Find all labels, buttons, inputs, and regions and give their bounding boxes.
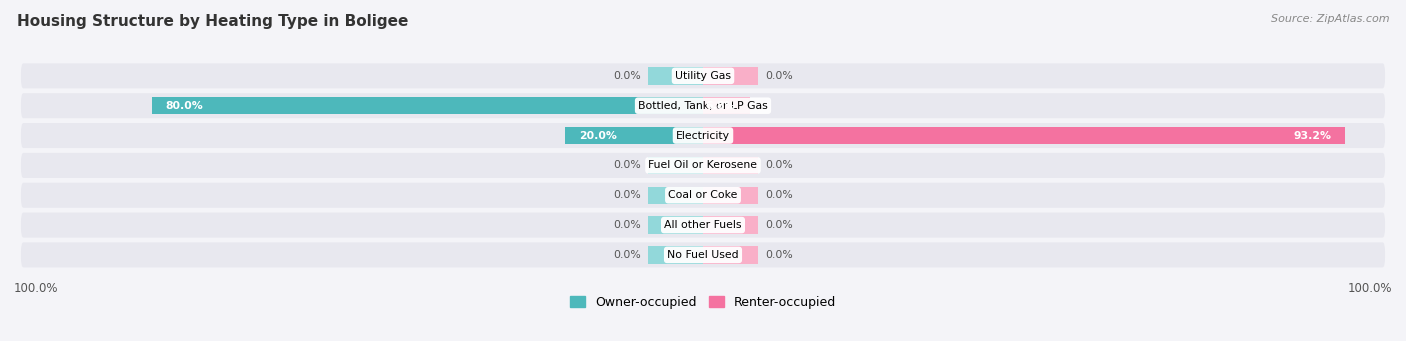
Bar	[703, 157, 758, 174]
Text: Source: ZipAtlas.com: Source: ZipAtlas.com	[1271, 14, 1389, 24]
Bar	[703, 217, 758, 234]
Bar	[703, 246, 758, 264]
Text: 0.0%: 0.0%	[765, 250, 793, 260]
FancyBboxPatch shape	[21, 242, 1385, 267]
Text: 80.0%: 80.0%	[166, 101, 204, 111]
Text: 0.0%: 0.0%	[765, 71, 793, 81]
Text: All other Fuels: All other Fuels	[664, 220, 742, 230]
Bar	[565, 127, 703, 144]
Text: 100.0%: 100.0%	[14, 282, 59, 295]
Text: Fuel Oil or Kerosene: Fuel Oil or Kerosene	[648, 160, 758, 170]
FancyBboxPatch shape	[21, 93, 1385, 118]
Text: Bottled, Tank, or LP Gas: Bottled, Tank, or LP Gas	[638, 101, 768, 111]
Text: 0.0%: 0.0%	[765, 160, 793, 170]
Text: Coal or Coke: Coal or Coke	[668, 190, 738, 200]
Text: 20.0%: 20.0%	[579, 131, 617, 140]
Text: No Fuel Used: No Fuel Used	[668, 250, 738, 260]
Text: 0.0%: 0.0%	[613, 71, 641, 81]
Bar	[703, 127, 1346, 144]
Legend: Owner-occupied, Renter-occupied: Owner-occupied, Renter-occupied	[565, 291, 841, 314]
FancyBboxPatch shape	[21, 63, 1385, 88]
Text: 0.0%: 0.0%	[765, 190, 793, 200]
Bar	[703, 97, 749, 114]
FancyBboxPatch shape	[21, 183, 1385, 208]
Text: 93.2%: 93.2%	[1294, 131, 1331, 140]
Bar	[703, 67, 758, 85]
Bar	[648, 67, 703, 85]
Text: 0.0%: 0.0%	[613, 250, 641, 260]
Text: 0.0%: 0.0%	[613, 160, 641, 170]
Bar	[648, 246, 703, 264]
Text: 0.0%: 0.0%	[765, 220, 793, 230]
FancyBboxPatch shape	[21, 212, 1385, 238]
Bar	[703, 187, 758, 204]
Bar	[648, 217, 703, 234]
Text: Utility Gas: Utility Gas	[675, 71, 731, 81]
Bar	[152, 97, 703, 114]
Bar	[648, 157, 703, 174]
Text: 0.0%: 0.0%	[613, 190, 641, 200]
Text: 0.0%: 0.0%	[613, 220, 641, 230]
FancyBboxPatch shape	[21, 123, 1385, 148]
Text: 6.8%: 6.8%	[706, 101, 737, 111]
FancyBboxPatch shape	[21, 153, 1385, 178]
Bar	[648, 187, 703, 204]
Text: Housing Structure by Heating Type in Boligee: Housing Structure by Heating Type in Bol…	[17, 14, 408, 29]
Text: Electricity: Electricity	[676, 131, 730, 140]
Text: 100.0%: 100.0%	[1347, 282, 1392, 295]
